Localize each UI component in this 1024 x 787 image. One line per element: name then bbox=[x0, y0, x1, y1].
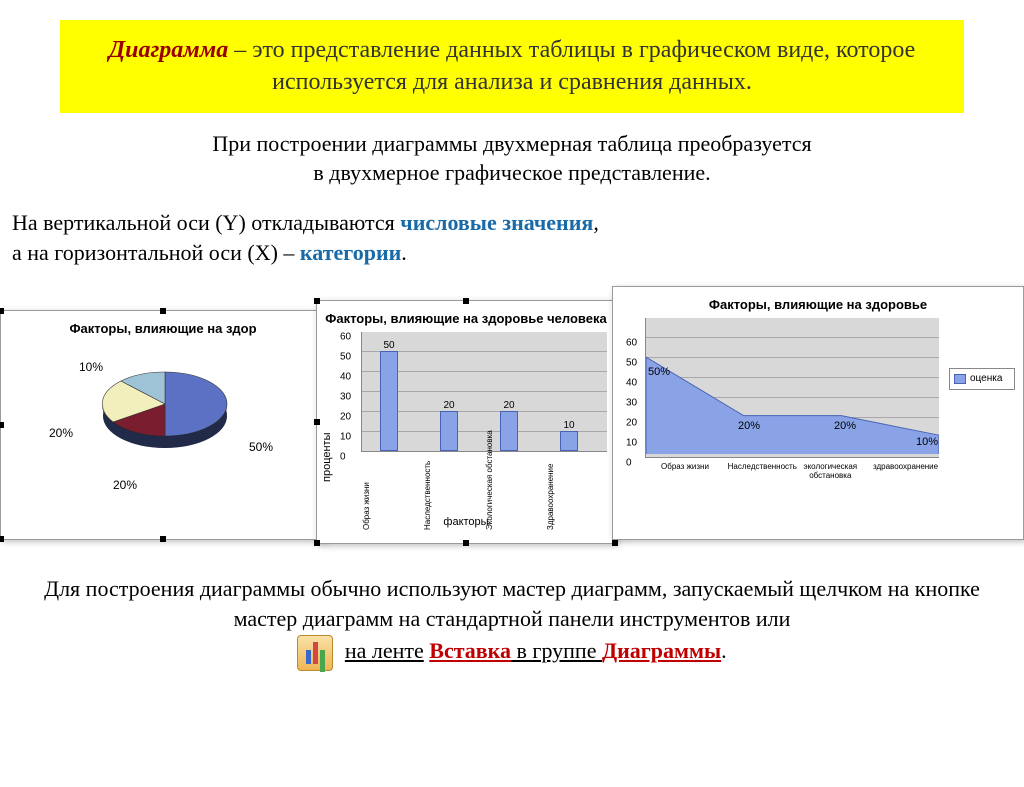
highlight-categories: категории bbox=[300, 240, 401, 265]
bar-2: 20 bbox=[440, 411, 458, 451]
bar-chart-title: Факторы, влияющие на здоровье человека bbox=[323, 311, 609, 326]
axes-paragraph: На вертикальной оси (Y) откладываются чи… bbox=[12, 208, 1016, 267]
definition-box: Диаграмма – это представление данных таб… bbox=[60, 20, 964, 113]
bar-1: 50 bbox=[380, 351, 398, 451]
bar-4: 10 bbox=[560, 431, 578, 451]
chart-wizard-icon bbox=[297, 635, 333, 671]
footer-insert: Вставка bbox=[429, 638, 511, 663]
pie-label-20b: 20% bbox=[49, 426, 73, 440]
bar-plot-area: 0 10 20 30 40 50 60 50 20 20 10 bbox=[361, 332, 607, 452]
bar-xlabels: Образ жизни Наследственность Экологическ… bbox=[361, 454, 607, 514]
footer-text: Для построения диаграммы обычно использу… bbox=[44, 576, 980, 632]
pie-label-50: 50% bbox=[249, 440, 273, 454]
pie-label-20a: 20% bbox=[113, 478, 137, 492]
bar-chart-panel: Факторы, влияющие на здоровье человека п… bbox=[316, 300, 616, 544]
legend-label: оценка bbox=[970, 373, 1002, 384]
bar-3: 20 bbox=[500, 411, 518, 451]
intro-line2: в двухмерное графическое представление. bbox=[313, 160, 710, 185]
area-dlab-2: 20% bbox=[738, 420, 760, 432]
area-svg bbox=[646, 318, 939, 455]
area-chart-panel: Факторы, влияющие на здоровье 0 10 20 30… bbox=[612, 286, 1024, 540]
footer-underline-2: в группе bbox=[511, 638, 602, 663]
pie-label-10: 10% bbox=[79, 360, 103, 374]
intro-paragraph: При построении диаграммы двухмерная табл… bbox=[60, 129, 964, 188]
pie-chart-panel: Факторы, влияющие на здор 50% 20% 20% 10 bbox=[0, 310, 326, 540]
definition-term: Диаграмма bbox=[109, 37, 228, 63]
area-xlabels: Образ жизни Наследственность экологическ… bbox=[655, 462, 933, 480]
footer-diagrams: Диаграммы bbox=[602, 638, 721, 663]
area-dlab-3: 20% bbox=[834, 420, 856, 432]
area-dlab-4: 10% bbox=[916, 436, 938, 448]
legend-swatch bbox=[954, 374, 966, 384]
highlight-values: числовые значения bbox=[400, 210, 593, 235]
bar-ylabel: проценты bbox=[321, 432, 333, 482]
intro-line1: При построении диаграммы двухмерная табл… bbox=[212, 131, 811, 156]
area-legend: оценка bbox=[949, 368, 1015, 390]
pie-chart-title: Факторы, влияющие на здор bbox=[7, 321, 319, 336]
footer-paragraph: Для построения диаграммы обычно использу… bbox=[40, 574, 984, 672]
area-plot-area: 0 10 20 30 40 50 60 50% 20% 20% 10% bbox=[645, 318, 939, 458]
area-chart-title: Факторы, влияющие на здоровье bbox=[619, 297, 1017, 312]
area-dlab-1: 50% bbox=[648, 366, 670, 378]
definition-text: – это представление данных таблицы в гра… bbox=[228, 37, 915, 95]
footer-underline-1: на ленте bbox=[345, 638, 424, 663]
charts-row: Факторы, влияющие на здор 50% 20% 20% 10 bbox=[0, 286, 1024, 554]
